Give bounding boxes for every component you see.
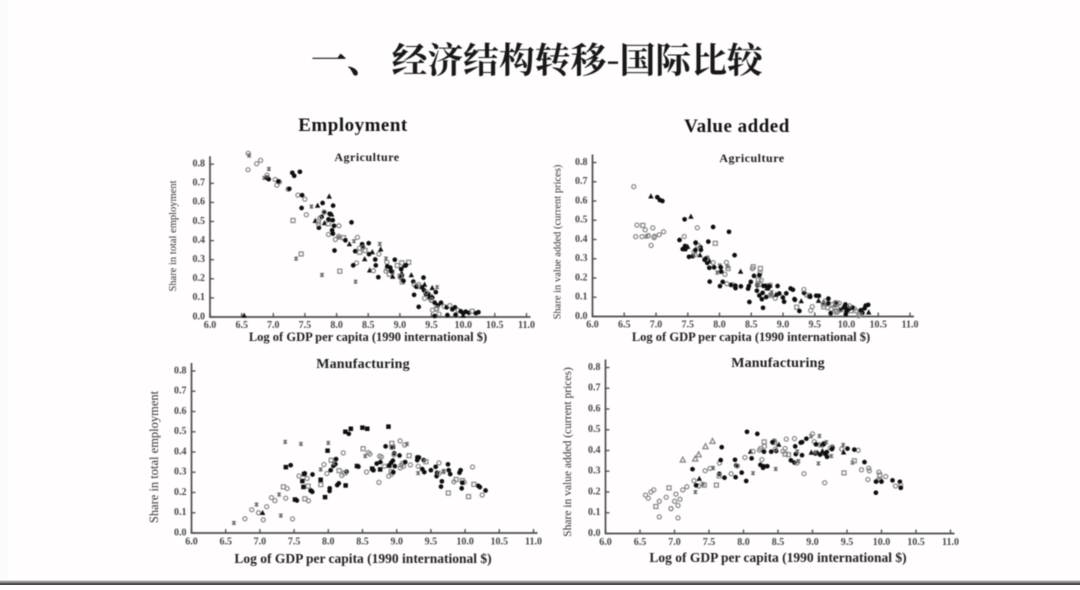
svg-text:0.6: 0.6 xyxy=(575,195,588,206)
svg-text:0.6: 0.6 xyxy=(588,403,601,414)
svg-text:0.7: 0.7 xyxy=(193,178,206,189)
svg-text:0.4: 0.4 xyxy=(174,446,187,457)
svg-text:10.0: 10.0 xyxy=(454,320,472,331)
svg-text:8.5: 8.5 xyxy=(356,537,369,548)
svg-text:9.5: 9.5 xyxy=(425,537,438,548)
svg-text:6.5: 6.5 xyxy=(235,320,248,331)
svg-text:Manufacturing: Manufacturing xyxy=(316,357,410,372)
svg-text:Agriculture: Agriculture xyxy=(334,150,399,164)
svg-text:Log of GDP per capita (1990 in: Log of GDP per capita (1990 internationa… xyxy=(632,330,870,344)
svg-text:0.8: 0.8 xyxy=(588,362,601,373)
svg-text:6.0: 6.0 xyxy=(185,537,198,548)
svg-text:Manufacturing: Manufacturing xyxy=(731,356,825,371)
svg-text:9.0: 9.0 xyxy=(806,537,819,548)
svg-text:Log of GDP per capita (1990 in: Log of GDP per capita (1990 internationa… xyxy=(649,550,906,565)
svg-text:6.0: 6.0 xyxy=(204,320,217,331)
svg-text:8.0: 8.0 xyxy=(330,320,343,331)
svg-text:7.0: 7.0 xyxy=(267,320,280,331)
svg-text:0.8: 0.8 xyxy=(174,365,187,376)
svg-text:Share in value added (current: Share in value added (current prices) xyxy=(562,367,574,537)
svg-text:9.5: 9.5 xyxy=(425,320,438,331)
svg-text:7.5: 7.5 xyxy=(299,320,312,331)
svg-text:0.1: 0.1 xyxy=(193,292,206,303)
svg-text:8.0: 8.0 xyxy=(737,537,750,548)
svg-text:0.6: 0.6 xyxy=(174,406,187,417)
svg-text:0.3: 0.3 xyxy=(575,253,588,264)
svg-text:9.0: 9.0 xyxy=(390,537,403,548)
svg-text:0.8: 0.8 xyxy=(575,157,588,168)
svg-text:0.4: 0.4 xyxy=(575,234,588,245)
svg-text:0.0: 0.0 xyxy=(174,527,187,538)
svg-text:10.0: 10.0 xyxy=(873,537,891,548)
svg-text:8.5: 8.5 xyxy=(772,537,785,548)
svg-text:6.5: 6.5 xyxy=(219,537,232,548)
svg-text:0.4: 0.4 xyxy=(193,235,206,246)
svg-text:10.5: 10.5 xyxy=(486,320,504,331)
svg-text:0.3: 0.3 xyxy=(588,465,601,476)
svg-text:10.5: 10.5 xyxy=(907,537,925,548)
svg-text:8.5: 8.5 xyxy=(745,320,758,331)
svg-text:6.5: 6.5 xyxy=(634,537,647,548)
svg-text:10.0: 10.0 xyxy=(456,537,474,548)
svg-text:11.0: 11.0 xyxy=(525,537,542,548)
svg-text:6.0: 6.0 xyxy=(586,320,599,331)
svg-text:0.2: 0.2 xyxy=(588,486,601,497)
svg-text:10.5: 10.5 xyxy=(491,537,509,548)
svg-text:0.2: 0.2 xyxy=(174,487,187,498)
svg-text:9.0: 9.0 xyxy=(777,320,790,331)
svg-text:6.0: 6.0 xyxy=(599,537,612,548)
svg-text:0.2: 0.2 xyxy=(575,272,588,283)
svg-text:7.5: 7.5 xyxy=(288,537,301,548)
svg-text:0.6: 0.6 xyxy=(193,197,206,208)
svg-text:9.0: 9.0 xyxy=(394,320,407,331)
svg-text:0.5: 0.5 xyxy=(193,216,206,227)
svg-text:10.5: 10.5 xyxy=(869,320,887,331)
svg-text:11.0: 11.0 xyxy=(902,320,919,331)
svg-text:11.0: 11.0 xyxy=(942,537,959,548)
svg-text:Log of GDP per capita (1990 in: Log of GDP per capita (1990 internationa… xyxy=(249,330,487,344)
svg-text:11.0: 11.0 xyxy=(518,320,535,331)
svg-text:7.5: 7.5 xyxy=(703,537,716,548)
svg-text:0.7: 0.7 xyxy=(588,382,601,393)
svg-text:0.0: 0.0 xyxy=(588,528,601,539)
svg-text:Share in total employment: Share in total employment xyxy=(147,390,161,523)
svg-text:0.2: 0.2 xyxy=(193,273,206,284)
svg-text:0.0: 0.0 xyxy=(193,311,206,322)
svg-text:Share in total employment: Share in total employment xyxy=(168,180,179,291)
svg-text:7.0: 7.0 xyxy=(254,537,267,548)
svg-text:0.7: 0.7 xyxy=(174,385,187,396)
svg-text:0.8: 0.8 xyxy=(193,158,206,169)
svg-text:0.5: 0.5 xyxy=(588,424,601,435)
svg-text:Share in value added (current: Share in value added (current prices) xyxy=(553,164,564,319)
svg-text:0.1: 0.1 xyxy=(588,507,601,518)
svg-text:Log of GDP per capita (1990 in: Log of GDP per capita (1990 internationa… xyxy=(234,551,491,566)
svg-text:6.5: 6.5 xyxy=(618,320,631,331)
svg-text:0.1: 0.1 xyxy=(174,507,187,518)
svg-text:0.7: 0.7 xyxy=(575,176,588,187)
svg-text:0.1: 0.1 xyxy=(575,291,588,302)
svg-text:7.0: 7.0 xyxy=(650,320,663,331)
svg-text:8.5: 8.5 xyxy=(362,320,375,331)
svg-text:0.3: 0.3 xyxy=(193,254,206,265)
svg-text:0.5: 0.5 xyxy=(174,426,187,437)
svg-text:9.5: 9.5 xyxy=(809,320,822,331)
svg-text:0.3: 0.3 xyxy=(174,466,187,477)
svg-text:0.4: 0.4 xyxy=(588,445,601,456)
svg-text:9.5: 9.5 xyxy=(841,537,854,548)
svg-text:8.0: 8.0 xyxy=(713,320,726,331)
svg-text:7.5: 7.5 xyxy=(682,320,695,331)
svg-text:0.5: 0.5 xyxy=(575,214,588,225)
svg-text:Value added: Value added xyxy=(684,116,790,137)
svg-text:7.0: 7.0 xyxy=(668,537,681,548)
svg-text:Employment: Employment xyxy=(298,115,408,136)
svg-text:8.0: 8.0 xyxy=(322,537,335,548)
svg-text:0.0: 0.0 xyxy=(575,311,588,322)
svg-text:Agriculture: Agriculture xyxy=(719,151,784,165)
svg-text:10.0: 10.0 xyxy=(838,320,856,331)
